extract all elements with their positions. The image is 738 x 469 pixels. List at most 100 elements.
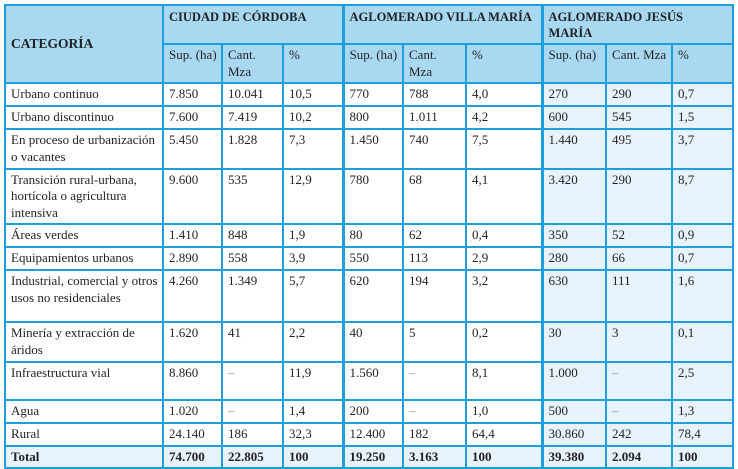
- value-cell: 4.260: [162, 269, 223, 324]
- value-cell: 1,9: [282, 223, 344, 249]
- value-cell: 290: [605, 82, 674, 108]
- table-row: Urbano continuo 7.850 10.041 10,5 770 788 4,0 2…: [4, 82, 735, 108]
- column-header-pct: %: [282, 42, 344, 85]
- value-cell: 3: [605, 321, 674, 363]
- value-cell: 1.410: [162, 223, 223, 249]
- value-cell: 68: [402, 167, 467, 226]
- table-row: Transición rural-urbana, hortícola o agr…: [4, 167, 735, 226]
- category-cell: Urbano discontinuo: [4, 105, 164, 131]
- value-cell: 1,3: [671, 398, 735, 424]
- value-cell: 8.860: [162, 360, 223, 401]
- value-cell: 620: [341, 269, 404, 324]
- category-cell: Agua: [4, 398, 164, 424]
- value-cell: 8,1: [464, 360, 544, 401]
- value-cell: 770: [341, 82, 404, 108]
- column-header-cant-mza: Cant. Mza: [605, 42, 674, 85]
- value-cell: 1.011: [402, 105, 467, 131]
- value-cell: 500: [540, 398, 608, 424]
- value-cell: 1.828: [221, 128, 284, 170]
- value-cell: 7.600: [162, 105, 223, 131]
- table-row: Equipamientos urbanos 2.890 558 3,9 550 113 2,…: [4, 246, 735, 272]
- value-cell: 3.163: [402, 444, 467, 469]
- table-body: Urbano continuo 7.850 10.041 10,5 770 788 4,0 2…: [4, 82, 735, 469]
- value-cell: 1.620: [162, 321, 223, 363]
- column-header-cant-mza: Cant. Mza: [221, 42, 284, 85]
- value-cell: –: [221, 360, 284, 401]
- value-cell: 1.560: [341, 360, 404, 401]
- value-cell: 66: [605, 246, 674, 272]
- column-header-sup-ha: Sup. (ha): [341, 42, 404, 85]
- column-header-pct: %: [671, 42, 735, 85]
- value-cell: 39.380: [540, 444, 608, 469]
- value-cell: 10.041: [221, 82, 284, 108]
- value-cell: 0,4: [464, 223, 544, 249]
- value-cell: 0,2: [464, 321, 544, 363]
- value-cell: 495: [605, 128, 674, 170]
- value-cell: 200: [341, 398, 404, 424]
- value-cell: 2,9: [464, 246, 544, 272]
- value-cell: 350: [540, 223, 608, 249]
- value-cell: 3,9: [282, 246, 344, 272]
- value-cell: 2.890: [162, 246, 223, 272]
- table-row: En proceso de urbanización o vacantes 5.4…: [4, 128, 735, 170]
- table-header: CATEGORÍA CIUDAD DE CÓRDOBA AGLOMERADO V…: [4, 3, 735, 85]
- value-cell: 8,7: [671, 167, 735, 226]
- value-cell: 62: [402, 223, 467, 249]
- group-header-aglomerado-villa-maria: AGLOMERADO VILLA MARÍA: [341, 4, 544, 45]
- table-row: Industrial, comercial y otros usos no re…: [4, 269, 735, 324]
- table-row: Rural 24.140 186 32,3 12.400 182 64,4 30.860 242…: [4, 421, 735, 447]
- column-header-cant-mza: Cant. Mza: [402, 42, 467, 85]
- value-cell: 64,4: [464, 421, 544, 447]
- value-cell: 3,2: [464, 269, 544, 324]
- value-cell: –: [605, 360, 674, 401]
- value-cell: 1.450: [341, 128, 404, 170]
- value-cell: 7,5: [464, 128, 544, 170]
- value-cell: 1,0: [464, 398, 544, 424]
- value-cell: 535: [221, 167, 284, 226]
- value-cell: 100: [464, 444, 544, 469]
- category-cell: Industrial, comercial y otros usos no re…: [4, 269, 164, 324]
- value-cell: 5,7: [282, 269, 344, 324]
- value-cell: 3.420: [540, 167, 608, 226]
- value-cell: 100: [671, 444, 735, 469]
- category-cell: En proceso de urbanización o vacantes: [4, 128, 164, 170]
- value-cell: 0,1: [671, 321, 735, 363]
- category-cell: Minería y extracción de áridos: [4, 321, 164, 363]
- value-cell: 32,3: [282, 421, 344, 447]
- value-cell: 2,2: [282, 321, 344, 363]
- value-cell: 740: [402, 128, 467, 170]
- value-cell: 5: [402, 321, 467, 363]
- table-row: Urbano discontinuo 7.600 7.419 10,2 800 1.011…: [4, 105, 735, 131]
- table-row: Minería y extracción de áridos 1.620 41 2,2…: [4, 321, 735, 363]
- group-header-row: CATEGORÍA CIUDAD DE CÓRDOBA AGLOMERADO V…: [4, 3, 735, 85]
- value-cell: 7,3: [282, 128, 344, 170]
- group-header-aglomerado-jesus-maria: AGLOMERADO JESÚS MARÍA: [540, 4, 735, 45]
- value-cell: 113: [402, 246, 467, 272]
- value-cell: 11,9: [282, 360, 344, 401]
- value-cell: 1.349: [221, 269, 284, 324]
- value-cell: 0,7: [671, 246, 735, 272]
- value-cell: 74.700: [162, 444, 223, 469]
- value-cell: 280: [540, 246, 608, 272]
- value-cell: 788: [402, 82, 467, 108]
- value-cell: 4,1: [464, 167, 544, 226]
- value-cell: 1.000: [540, 360, 608, 401]
- value-cell: 7.419: [221, 105, 284, 131]
- category-cell: Total: [4, 444, 164, 469]
- value-cell: 600: [540, 105, 608, 131]
- value-cell: 41: [221, 321, 284, 363]
- column-header-sup-ha: Sup. (ha): [540, 42, 608, 85]
- total-row: Total 74.700 22.805 100 19.250 3.163 100 39.380…: [4, 444, 735, 469]
- value-cell: 10,5: [282, 82, 344, 108]
- column-header-categoria: CATEGORÍA: [4, 3, 164, 85]
- value-cell: 80: [341, 223, 404, 249]
- value-cell: 10,2: [282, 105, 344, 131]
- land-use-table: CATEGORÍA CIUDAD DE CÓRDOBA AGLOMERADO V…: [4, 3, 735, 469]
- column-header-sup-ha: Sup. (ha): [162, 42, 223, 85]
- category-cell: Rural: [4, 421, 164, 447]
- value-cell: 52: [605, 223, 674, 249]
- value-cell: –: [221, 398, 284, 424]
- value-cell: 1.440: [540, 128, 608, 170]
- value-cell: 1,5: [671, 105, 735, 131]
- category-cell: Transición rural-urbana, hortícola o agr…: [4, 167, 164, 226]
